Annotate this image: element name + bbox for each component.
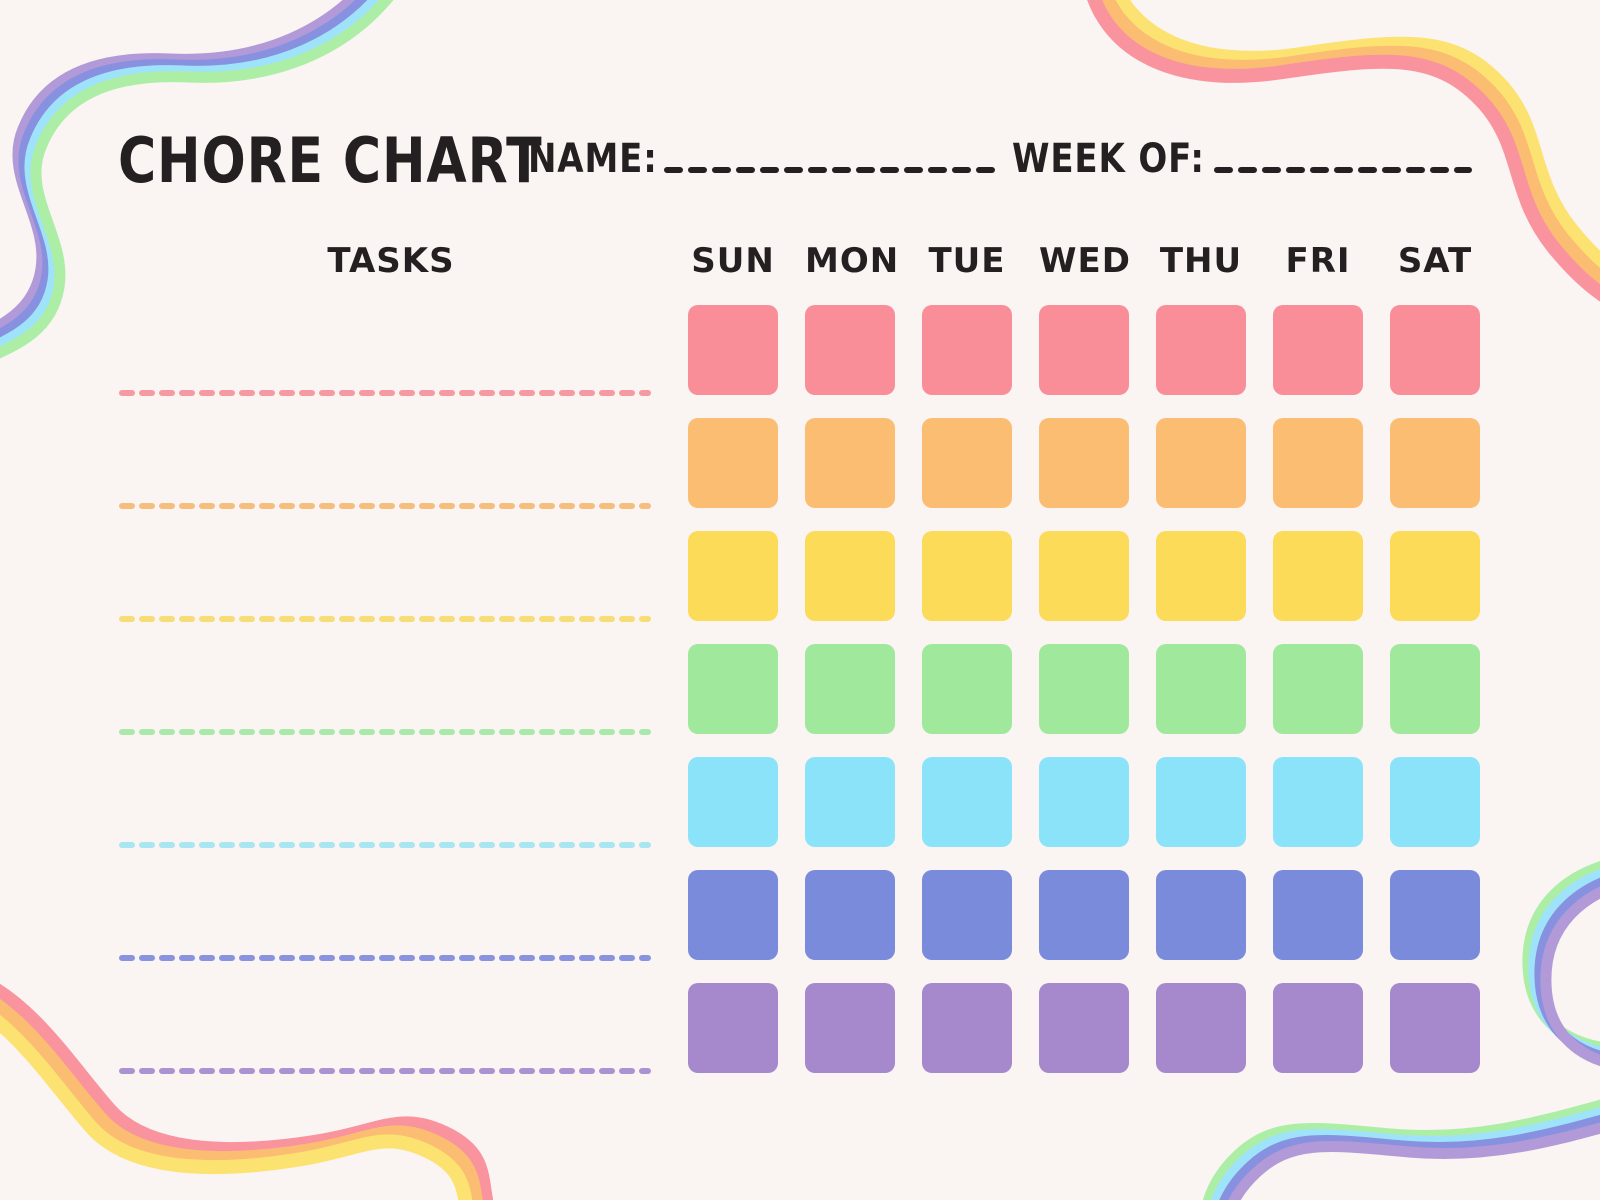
chore-cell-tue-row4[interactable] [922, 644, 1012, 734]
chore-cell-sat-row2[interactable] [1390, 418, 1480, 508]
rainbow-ribbon-bottom-right [1202, 861, 1600, 1200]
chore-cell-sat-row4[interactable] [1390, 644, 1480, 734]
chore-cell-fri-row5[interactable] [1273, 757, 1363, 847]
chore-cell-thu-row2[interactable] [1156, 418, 1246, 508]
chore-cell-wed-row4[interactable] [1039, 644, 1129, 734]
rainbow-ribbon-bottom-left [0, 983, 494, 1200]
chore-cell-fri-row3[interactable] [1273, 531, 1363, 621]
chore-cell-mon-row4[interactable] [805, 644, 895, 734]
rainbow-ribbon-top-right [1087, 0, 1600, 302]
week-of-input-line[interactable] [1212, 165, 1474, 175]
name-input-line[interactable] [662, 165, 1007, 175]
chore-cell-fri-row6[interactable] [1273, 870, 1363, 960]
chore-cell-fri-row1[interactable] [1273, 305, 1363, 395]
chore-grid [688, 305, 1480, 1073]
chore-cell-sun-row5[interactable] [688, 757, 778, 847]
chore-cell-thu-row7[interactable] [1156, 983, 1246, 1073]
chore-cell-tue-row2[interactable] [922, 418, 1012, 508]
chore-cell-mon-row7[interactable] [805, 983, 895, 1073]
day-header-tue: TUE [928, 241, 1006, 281]
chore-cell-wed-row5[interactable] [1039, 757, 1129, 847]
chore-cell-tue-row7[interactable] [922, 983, 1012, 1073]
chore-cell-sat-row5[interactable] [1390, 757, 1480, 847]
chore-cell-wed-row2[interactable] [1039, 418, 1129, 508]
chore-cell-sat-row1[interactable] [1390, 305, 1480, 395]
tasks-column-header: TASKS [327, 241, 455, 281]
chore-cell-tue-row6[interactable] [922, 870, 1012, 960]
chore-cell-sun-row6[interactable] [688, 870, 778, 960]
day-header-sun: SUN [691, 241, 775, 281]
chore-cell-mon-row1[interactable] [805, 305, 895, 395]
task-input-line-5[interactable] [118, 840, 652, 850]
rainbow-ribbon-top-left [0, 0, 394, 359]
task-input-line-4[interactable] [118, 727, 652, 737]
week-of-label: WEEK OF: [1012, 136, 1205, 182]
chore-cell-sun-row7[interactable] [688, 983, 778, 1073]
day-header-wed: WED [1039, 241, 1131, 281]
chore-cell-sun-row2[interactable] [688, 418, 778, 508]
chore-cell-sat-row6[interactable] [1390, 870, 1480, 960]
chore-cell-wed-row7[interactable] [1039, 983, 1129, 1073]
chore-cell-fri-row4[interactable] [1273, 644, 1363, 734]
chore-cell-sun-row3[interactable] [688, 531, 778, 621]
chore-cell-tue-row5[interactable] [922, 757, 1012, 847]
chore-cell-thu-row5[interactable] [1156, 757, 1246, 847]
chore-cell-tue-row3[interactable] [922, 531, 1012, 621]
chore-cell-tue-row1[interactable] [922, 305, 1012, 395]
page-title: CHORE CHART [118, 124, 543, 197]
day-header-row: SUN MON TUE WED THU FRI SAT [688, 241, 1480, 281]
chore-cell-mon-row6[interactable] [805, 870, 895, 960]
task-input-line-1[interactable] [118, 388, 652, 398]
chore-cell-thu-row1[interactable] [1156, 305, 1246, 395]
day-header-thu: THU [1159, 241, 1243, 281]
chore-cell-fri-row2[interactable] [1273, 418, 1363, 508]
name-label: NAME: [528, 136, 658, 182]
chore-cell-wed-row6[interactable] [1039, 870, 1129, 960]
chore-cell-mon-row5[interactable] [805, 757, 895, 847]
task-input-line-2[interactable] [118, 501, 652, 511]
task-input-line-3[interactable] [118, 614, 652, 624]
chore-cell-mon-row3[interactable] [805, 531, 895, 621]
chore-cell-fri-row7[interactable] [1273, 983, 1363, 1073]
chore-cell-sun-row4[interactable] [688, 644, 778, 734]
chore-cell-sun-row1[interactable] [688, 305, 778, 395]
chore-cell-wed-row3[interactable] [1039, 531, 1129, 621]
day-header-fri: FRI [1285, 241, 1351, 281]
chore-cell-thu-row6[interactable] [1156, 870, 1246, 960]
chore-cell-sat-row7[interactable] [1390, 983, 1480, 1073]
chore-cell-mon-row2[interactable] [805, 418, 895, 508]
task-input-line-7[interactable] [118, 1066, 652, 1076]
day-header-sat: SAT [1397, 241, 1473, 281]
chore-cell-thu-row4[interactable] [1156, 644, 1246, 734]
chore-cell-thu-row3[interactable] [1156, 531, 1246, 621]
task-input-line-6[interactable] [118, 953, 652, 963]
chore-cell-wed-row1[interactable] [1039, 305, 1129, 395]
day-header-mon: MON [805, 241, 900, 281]
chore-cell-sat-row3[interactable] [1390, 531, 1480, 621]
